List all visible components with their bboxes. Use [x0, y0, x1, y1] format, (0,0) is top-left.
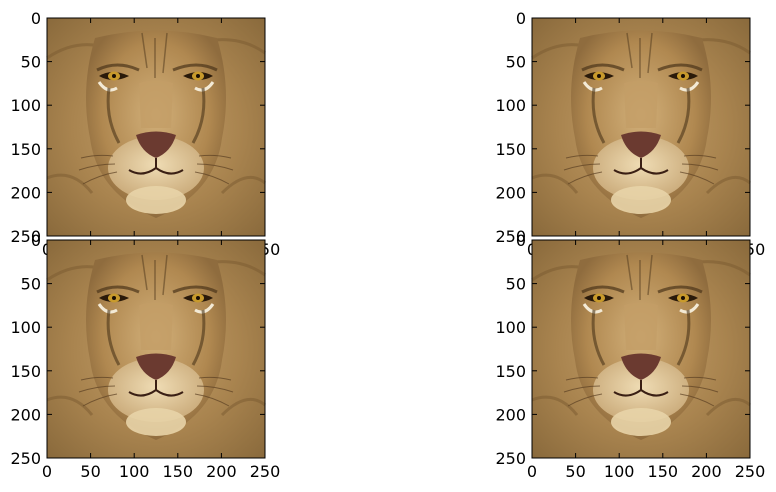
y-tick-label: 0	[516, 9, 526, 28]
y-tick-label: 150	[10, 140, 41, 159]
y-tick-label: 150	[495, 362, 526, 381]
y-tick-label: 100	[10, 96, 41, 115]
y-tick-label: 50	[506, 53, 526, 72]
y-tick-label: 200	[10, 183, 41, 202]
y-tick-label: 250	[495, 449, 526, 468]
y-tick-label: 0	[31, 9, 41, 28]
y-tick-label: 150	[10, 362, 41, 381]
x-tick-label: 150	[163, 462, 194, 481]
x-tick-label: 150	[648, 462, 679, 481]
x-tick-label: 100	[604, 462, 635, 481]
y-tick-label: 0	[31, 231, 41, 250]
y-tick-label: 0	[516, 231, 526, 250]
y-tick-label: 200	[10, 405, 41, 424]
x-tick-label: 250	[250, 462, 281, 481]
y-tick-label: 50	[21, 53, 41, 72]
x-tick-label: 200	[691, 462, 722, 481]
y-tick-label: 100	[495, 96, 526, 115]
x-tick-label: 50	[80, 462, 100, 481]
y-tick-label: 100	[10, 318, 41, 337]
y-tick-label: 150	[495, 140, 526, 159]
y-tick-label: 200	[495, 405, 526, 424]
x-tick-label: 0	[42, 462, 52, 481]
y-tick-label: 50	[506, 275, 526, 294]
y-tick-label: 50	[21, 275, 41, 294]
y-tick-label: 100	[495, 318, 526, 337]
x-tick-label: 50	[565, 462, 585, 481]
x-tick-label: 200	[206, 462, 237, 481]
x-tick-label: 0	[527, 462, 537, 481]
lion-image	[532, 240, 750, 458]
x-tick-label: 100	[119, 462, 150, 481]
y-tick-label: 250	[10, 449, 41, 468]
image-panels: 0501001502002500501001502002500501001502…	[10, 9, 765, 481]
lion-image	[47, 240, 265, 458]
lion-image	[47, 18, 265, 236]
y-tick-label: 200	[495, 183, 526, 202]
x-tick-label: 250	[735, 462, 766, 481]
lion-image	[532, 18, 750, 236]
